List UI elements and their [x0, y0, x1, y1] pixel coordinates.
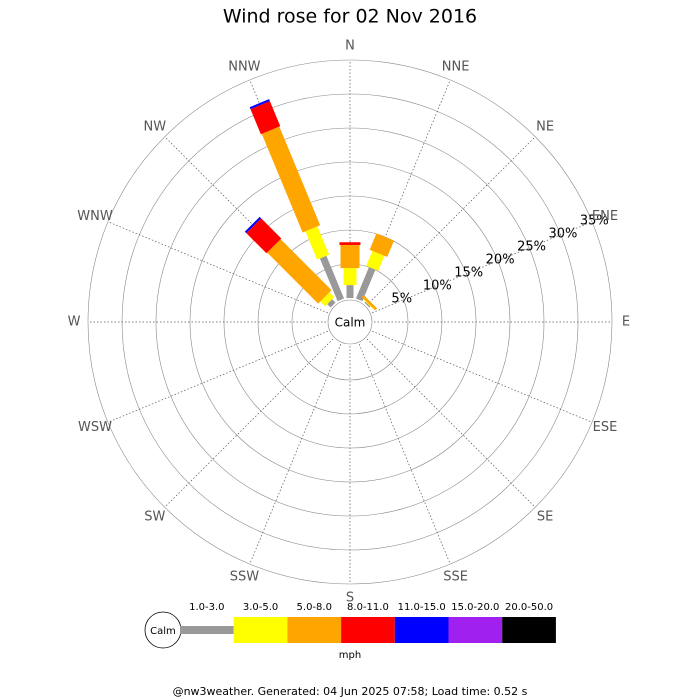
legend-swatch	[394, 617, 449, 643]
bar-segment	[250, 101, 281, 135]
spoke	[164, 338, 334, 508]
bar-segment	[249, 99, 270, 110]
calm-label: Calm	[335, 316, 366, 330]
legend-swatch	[233, 617, 288, 643]
bar-segment	[320, 292, 335, 307]
direction-label: SSW	[230, 569, 260, 584]
bar-segment	[305, 226, 330, 260]
bar-segment	[319, 255, 345, 302]
direction-label: NNW	[228, 60, 260, 75]
bar-segment	[267, 239, 332, 304]
grid-ring	[155, 127, 545, 517]
spoke	[366, 338, 536, 508]
direction-label: S	[346, 591, 354, 606]
direction-label: ESE	[593, 420, 618, 435]
legend-swatch	[287, 617, 342, 643]
legend-label: 11.0-15.0	[398, 602, 446, 613]
bar-segment	[261, 126, 321, 233]
direction-label: NE	[536, 119, 554, 134]
bar-segment	[346, 285, 354, 298]
chart-title: Wind rose for 02 Nov 2016	[223, 6, 477, 28]
legend-swatch	[502, 617, 556, 643]
direction-bars	[355, 233, 394, 302]
direction-label: SE	[537, 510, 553, 525]
legend-swatch	[180, 626, 234, 634]
spoke	[107, 221, 328, 314]
bar-segment	[244, 216, 262, 234]
direction-label: WNW	[77, 209, 113, 224]
legend-label: 1.0-3.0	[189, 602, 224, 613]
r-tick-label: 30%	[548, 226, 577, 241]
direction-bars	[339, 242, 361, 298]
legend-swatch	[448, 617, 503, 643]
direction-bars	[249, 99, 345, 302]
bar-segment	[246, 218, 282, 254]
r-tick-label: 35%	[580, 213, 609, 228]
calm-circle	[327, 299, 373, 345]
direction-label: SW	[144, 510, 165, 525]
legend-calm-label: Calm	[150, 626, 176, 637]
legend-label: 5.0-8.0	[297, 602, 332, 613]
direction-label: ENE	[592, 209, 618, 224]
direction-bars	[244, 216, 336, 308]
bar-segment	[340, 244, 360, 269]
spoke	[107, 330, 328, 423]
legend-label: 20.0-50.0	[505, 602, 553, 613]
legend-swatch	[341, 617, 395, 643]
bar-segment	[361, 294, 378, 311]
bar-segment	[364, 301, 371, 308]
bar-segment	[363, 298, 374, 309]
legend-unit: mph	[339, 650, 361, 661]
legend-label: 15.0-20.0	[451, 602, 499, 613]
spoke	[249, 344, 342, 565]
direction-label: WSW	[78, 420, 112, 435]
footer: @nw3weather. Generated: 04 Jun 2025 07:5…	[173, 685, 528, 698]
direction-label: NNE	[442, 60, 470, 75]
bar-segment	[327, 299, 336, 308]
legend-label: 3.0-5.0	[243, 602, 278, 613]
grid-ring	[87, 59, 613, 585]
direction-label: W	[68, 315, 81, 330]
spoke	[366, 136, 536, 306]
direction-label: E	[622, 315, 630, 330]
spoke	[372, 330, 593, 423]
direction-label: SSE	[443, 569, 468, 584]
grid-ring	[189, 161, 511, 483]
direction-label: N	[345, 39, 355, 54]
bar-segment	[369, 233, 394, 257]
bar-segment	[366, 250, 385, 271]
spoke	[358, 344, 451, 565]
bar-segment	[343, 268, 357, 286]
r-tick-label: 15%	[454, 266, 483, 281]
direction-bars	[361, 294, 378, 311]
spoke	[372, 221, 593, 314]
bar-segment	[339, 242, 361, 245]
r-tick-label: 5%	[391, 292, 412, 307]
r-tick-label: 20%	[486, 253, 515, 268]
direction-label: NW	[144, 119, 167, 134]
bar-segment	[355, 267, 376, 302]
legend-label: 8.0-11.0	[347, 602, 389, 613]
